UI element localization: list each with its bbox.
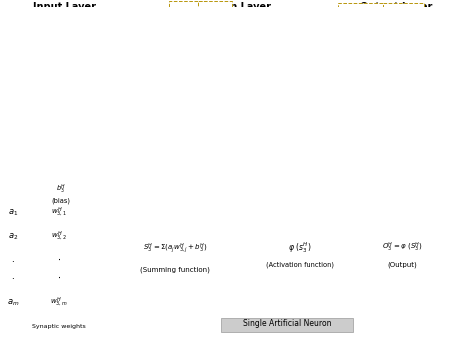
Text: $\Sigma$: $\Sigma$ (374, 79, 382, 91)
FancyBboxPatch shape (41, 205, 77, 221)
Text: $\varphi$: $\varphi$ (246, 79, 255, 91)
Circle shape (46, 73, 79, 97)
Text: $S^H_3 = \Sigma(a_j w^H_{3,j} + b^H_3)$: $S^H_3 = \Sigma(a_j w^H_{3,j} + b^H_3)$ (143, 242, 208, 256)
FancyBboxPatch shape (221, 318, 353, 332)
Text: $a_2$: $a_2$ (8, 232, 18, 242)
FancyBboxPatch shape (187, 120, 229, 141)
Text: $\cdots$: $\cdots$ (56, 99, 69, 112)
FancyBboxPatch shape (117, 190, 457, 333)
Text: $w^O_{output,j}$: $w^O_{output,j}$ (348, 13, 374, 28)
Text: (Summing function): (Summing function) (140, 267, 210, 273)
Text: Synaptic weights: Synaptic weights (32, 324, 86, 329)
FancyBboxPatch shape (41, 294, 77, 311)
Text: $\Sigma$: $\Sigma$ (204, 53, 212, 65)
FancyBboxPatch shape (41, 184, 82, 202)
Text: $b^H_{j}$: $b^H_{j}$ (209, 13, 220, 28)
FancyBboxPatch shape (187, 48, 229, 69)
Text: Input Layer: Input Layer (33, 2, 96, 12)
Text: $a_2$: $a_2$ (28, 53, 39, 64)
Text: (Output): (Output) (387, 261, 417, 268)
Text: $a_1$: $a_1$ (8, 207, 18, 218)
FancyBboxPatch shape (229, 120, 272, 141)
Text: $\Sigma$: $\Sigma$ (204, 79, 212, 91)
FancyBboxPatch shape (253, 225, 347, 287)
FancyBboxPatch shape (356, 74, 399, 95)
Text: Output Layer: Output Layer (360, 2, 432, 12)
Text: $a_m$: $a_m$ (7, 297, 19, 308)
FancyBboxPatch shape (187, 23, 229, 43)
Text: $a_m$: $a_m$ (26, 123, 39, 134)
Text: $\cdot$: $\cdot$ (57, 272, 61, 282)
FancyBboxPatch shape (229, 48, 272, 69)
Text: $\cdot$: $\cdot$ (35, 101, 39, 110)
FancyBboxPatch shape (187, 74, 229, 95)
Text: $w^H_{j,i}$: $w^H_{j,i}$ (180, 13, 194, 28)
FancyBboxPatch shape (229, 23, 272, 43)
Text: $b^O_{output}$: $b^O_{output}$ (392, 13, 414, 28)
Text: $\Sigma$: $\Sigma$ (204, 27, 212, 39)
Text: $\cdot$: $\cdot$ (57, 255, 61, 264)
FancyBboxPatch shape (6, 182, 467, 349)
Text: $\varphi$: $\varphi$ (246, 27, 255, 39)
Circle shape (46, 47, 79, 71)
Text: $\cdots$: $\cdots$ (223, 102, 236, 115)
Text: Single Artificial Neuron: Single Artificial Neuron (243, 319, 331, 328)
Text: $a_1$: $a_1$ (28, 28, 39, 38)
FancyBboxPatch shape (229, 74, 272, 95)
Text: $b^H_3$
(bias): $b^H_3$ (bias) (52, 183, 71, 204)
Text: $\cdot$: $\cdot$ (11, 255, 15, 264)
Text: (Activation function): (Activation function) (266, 261, 334, 268)
Text: $O^H_3=\varphi$ ($S^H_3$): $O^H_3=\varphi$ ($S^H_3$) (382, 241, 423, 254)
Text: Hidden Layer: Hidden Layer (198, 2, 271, 12)
Text: $\hat{O}$: $\hat{O}$ (460, 76, 470, 93)
Text: $w^H_{3,m}$: $w^H_{3,m}$ (50, 296, 68, 309)
Text: $w^H_{3,1}$: $w^H_{3,1}$ (51, 206, 67, 219)
FancyBboxPatch shape (399, 74, 441, 95)
Text: $w^H_{3,2}$: $w^H_{3,2}$ (51, 230, 67, 244)
Text: $\Sigma$: $\Sigma$ (204, 124, 212, 136)
Text: $\varphi$: $\varphi$ (246, 124, 255, 136)
Text: $\varphi$: $\varphi$ (415, 79, 424, 91)
Text: $\varphi$: $\varphi$ (246, 53, 255, 65)
Text: $\varphi$ ($s^H_3$): $\varphi$ ($s^H_3$) (288, 240, 311, 255)
Text: $\cdot$: $\cdot$ (11, 272, 15, 281)
FancyBboxPatch shape (41, 229, 77, 245)
Circle shape (46, 116, 79, 141)
FancyBboxPatch shape (119, 221, 232, 297)
Text: $a_3$: $a_3$ (28, 79, 39, 90)
Circle shape (46, 21, 79, 45)
